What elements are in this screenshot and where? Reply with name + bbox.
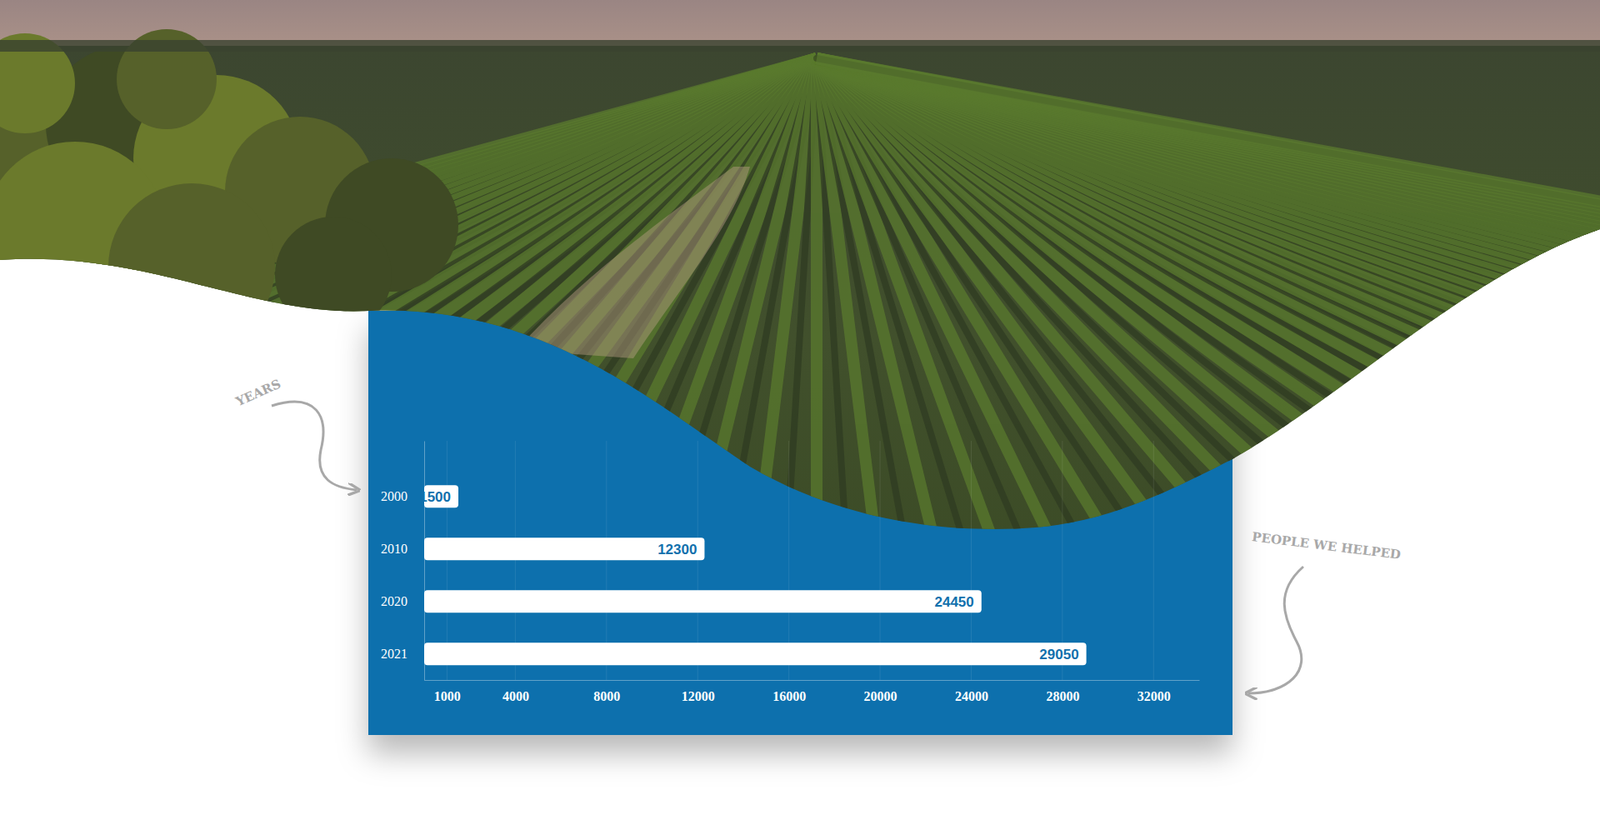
vine-row [816, 58, 1600, 634]
y-tick-label: 2010 [380, 541, 408, 556]
grid-line [1153, 440, 1155, 680]
vine-row [816, 58, 1600, 634]
page: 1000 4000 8000 12000 16000 20000 24000 28000 320… [0, 0, 1600, 840]
vine-row [81, 58, 817, 634]
vine-row [816, 58, 1600, 634]
arrow [271, 401, 357, 490]
vine-row [816, 58, 1600, 634]
x-tick-label: 28000 [1045, 689, 1080, 704]
vine-row [816, 58, 1600, 634]
vine-row [116, 58, 817, 634]
x-tick: 16000 [772, 680, 806, 704]
y-tick-label: 2000 [380, 489, 408, 504]
x-tick-label: 4000 [502, 689, 530, 704]
trees [0, 29, 459, 350]
x-axis-line [425, 680, 1200, 681]
x-tick-label: 16000 [772, 689, 806, 704]
x-tick: 28000 [1045, 680, 1080, 704]
y-axis: 2000 2010 2020 2021 [380, 441, 425, 681]
vine-row [221, 58, 817, 634]
x-tick: 1000 [434, 680, 461, 704]
x-tick-label: 8000 [593, 689, 620, 704]
tree [275, 216, 392, 334]
vine-row [186, 58, 817, 634]
vine-row [816, 58, 1600, 634]
x-tick-label: 12000 [681, 689, 715, 704]
data-label: 1500 [419, 489, 451, 505]
vine-row [816, 58, 1600, 634]
x-tick: 24000 [955, 680, 989, 704]
vine-row [361, 58, 817, 634]
data-label: 24450 [934, 594, 974, 610]
x-tick-label: 32000 [1137, 689, 1171, 704]
x-axis-title: PEOPLE WE HELPED [1250, 529, 1401, 563]
y-tick-label: 2021 [380, 646, 408, 661]
x-axis: 1000 4000 8000 12000 16000 20000 24000 28000 320… [425, 680, 1200, 704]
x-tick: 8000 [593, 680, 620, 704]
dust [516, 166, 750, 359]
vine-row [396, 58, 817, 634]
vine-row [711, 58, 817, 634]
x-tick: 12000 [681, 680, 715, 704]
tree [108, 183, 275, 350]
vine-row [151, 58, 817, 634]
vine-row [781, 58, 817, 634]
vine-row [291, 58, 817, 634]
x-tick: 20000 [864, 680, 898, 704]
x-tick-label: 20000 [864, 689, 898, 704]
background-photo [0, 0, 1600, 634]
vine-row [46, 58, 817, 634]
y-tick: 2020 [380, 594, 425, 609]
vine-row [326, 58, 817, 634]
bar [424, 642, 1087, 665]
annotations: YEARSPEOPLE WE HELPED [232, 376, 1402, 694]
data-labels: 1500 12300 24450 29050 [419, 489, 1079, 663]
x-tick: 32000 [1137, 680, 1171, 704]
vine-row [746, 58, 817, 634]
horizon [0, 40, 1600, 52]
bars [424, 485, 1087, 665]
bar [424, 590, 982, 613]
x-tick-label: 24000 [955, 689, 989, 704]
bar [424, 537, 705, 560]
x-tick: 4000 [502, 680, 530, 704]
vine-row [816, 58, 1600, 634]
x-tick-label: 1000 [434, 689, 461, 704]
y-tick-label: 2020 [380, 594, 408, 609]
vine-rows [0, 58, 1600, 634]
y-tick: 2021 [380, 646, 425, 661]
data-label: 29050 [1039, 646, 1079, 663]
y-tick: 2010 [380, 541, 425, 556]
vine-row [816, 58, 1600, 634]
data-label: 12300 [657, 541, 697, 558]
y-axis-line [424, 441, 425, 681]
vine-row [816, 58, 1600, 634]
vine-row [816, 58, 1600, 634]
vine-row [641, 58, 817, 634]
arrow [1248, 566, 1304, 694]
y-tick: 2000 [380, 489, 425, 504]
